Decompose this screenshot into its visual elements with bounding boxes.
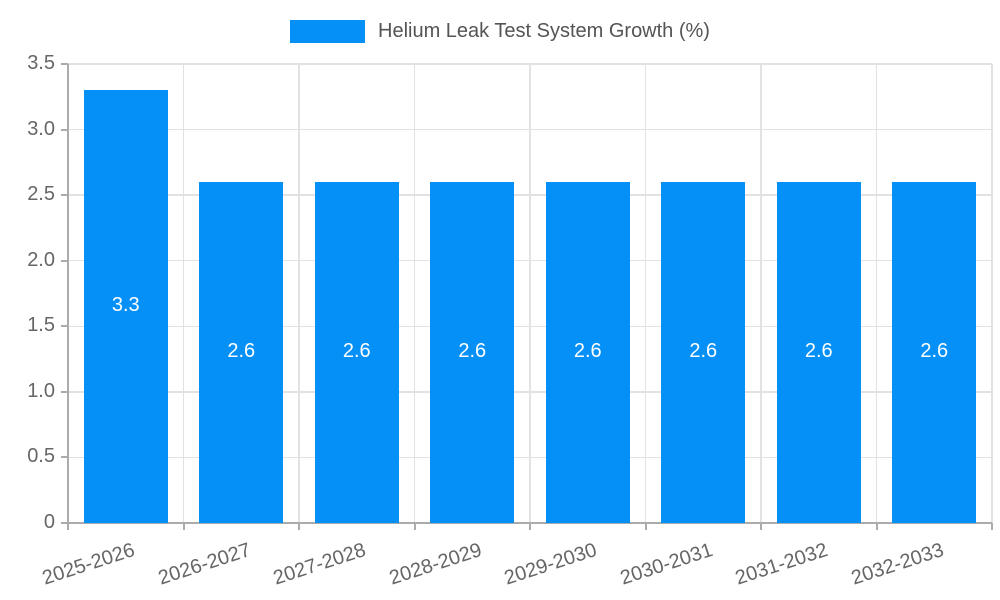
- bar[interactable]: [776, 182, 861, 523]
- y-tick-label: 0.5: [27, 445, 55, 468]
- y-tick: [61, 390, 68, 393]
- bar-value-label: 2.6: [342, 339, 371, 362]
- bar-value-label: 2.6: [227, 339, 256, 362]
- y-tick-label: 3.0: [27, 117, 55, 140]
- bar[interactable]: [661, 182, 746, 523]
- x-gridline: [875, 64, 878, 523]
- x-tick: [413, 523, 416, 530]
- y-tick: [61, 128, 68, 131]
- x-gridline: [644, 64, 647, 523]
- x-tick-label: 2028-2029: [386, 539, 485, 590]
- x-tick: [760, 523, 762, 530]
- x-tick-label: 2030-2031: [617, 539, 716, 590]
- y-tick: [61, 522, 68, 524]
- x-gridline: [182, 64, 185, 523]
- bar-value-label: 2.6: [458, 339, 487, 362]
- x-tick: [875, 523, 878, 530]
- legend-swatch[interactable]: [290, 20, 366, 43]
- x-tick: [644, 523, 647, 530]
- x-tick: [182, 523, 185, 530]
- y-axis-line: [67, 64, 69, 525]
- bar-value-label: 3.3: [111, 293, 140, 316]
- bar-value-label: 2.6: [689, 339, 718, 362]
- y-tick-label: 1.0: [27, 379, 55, 402]
- y-tick-label: 3.5: [27, 52, 55, 74]
- x-tick-label: 2029-2030: [501, 539, 600, 590]
- y-tick-label: 0: [43, 511, 55, 533]
- x-tick: [298, 523, 300, 530]
- x-gridline: [991, 64, 993, 523]
- bar-value-label: 2.6: [920, 339, 949, 362]
- x-tick-label: 2026-2027: [155, 539, 254, 590]
- y-tick-label: 1.5: [27, 314, 55, 337]
- bar[interactable]: [430, 182, 515, 523]
- bar-value-label: 2.6: [573, 339, 602, 362]
- y-tick-label: 2.5: [27, 183, 55, 206]
- bar-value-label: 2.6: [804, 339, 833, 362]
- y-tick: [61, 194, 68, 197]
- bar[interactable]: [199, 182, 284, 523]
- x-tick-label: 2025-2026: [39, 539, 138, 590]
- x-gridline: [413, 64, 416, 523]
- x-tick-label: 2032-2033: [848, 539, 947, 590]
- x-tick-label: 2031-2032: [732, 539, 831, 590]
- chart-legend[interactable]: Helium Leak Test System Growth (%): [0, 20, 1000, 43]
- legend-label: Helium Leak Test System Growth (%): [378, 20, 710, 42]
- x-tick-label: 2027-2028: [270, 539, 369, 590]
- y-tick: [61, 456, 68, 459]
- y-tick-label: 2.0: [27, 248, 55, 271]
- x-tick: [529, 523, 531, 530]
- bar[interactable]: [892, 182, 977, 523]
- y-tick: [61, 325, 68, 328]
- y-tick: [61, 259, 68, 262]
- x-tick: [67, 523, 69, 530]
- bar[interactable]: [83, 90, 168, 523]
- x-gridline: [298, 64, 300, 523]
- x-gridline: [760, 64, 762, 523]
- y-tick: [61, 63, 68, 65]
- x-gridline: [529, 64, 531, 523]
- x-tick: [991, 523, 993, 530]
- bar[interactable]: [545, 182, 630, 523]
- x-axis-line: [68, 522, 992, 524]
- bar[interactable]: [314, 182, 399, 523]
